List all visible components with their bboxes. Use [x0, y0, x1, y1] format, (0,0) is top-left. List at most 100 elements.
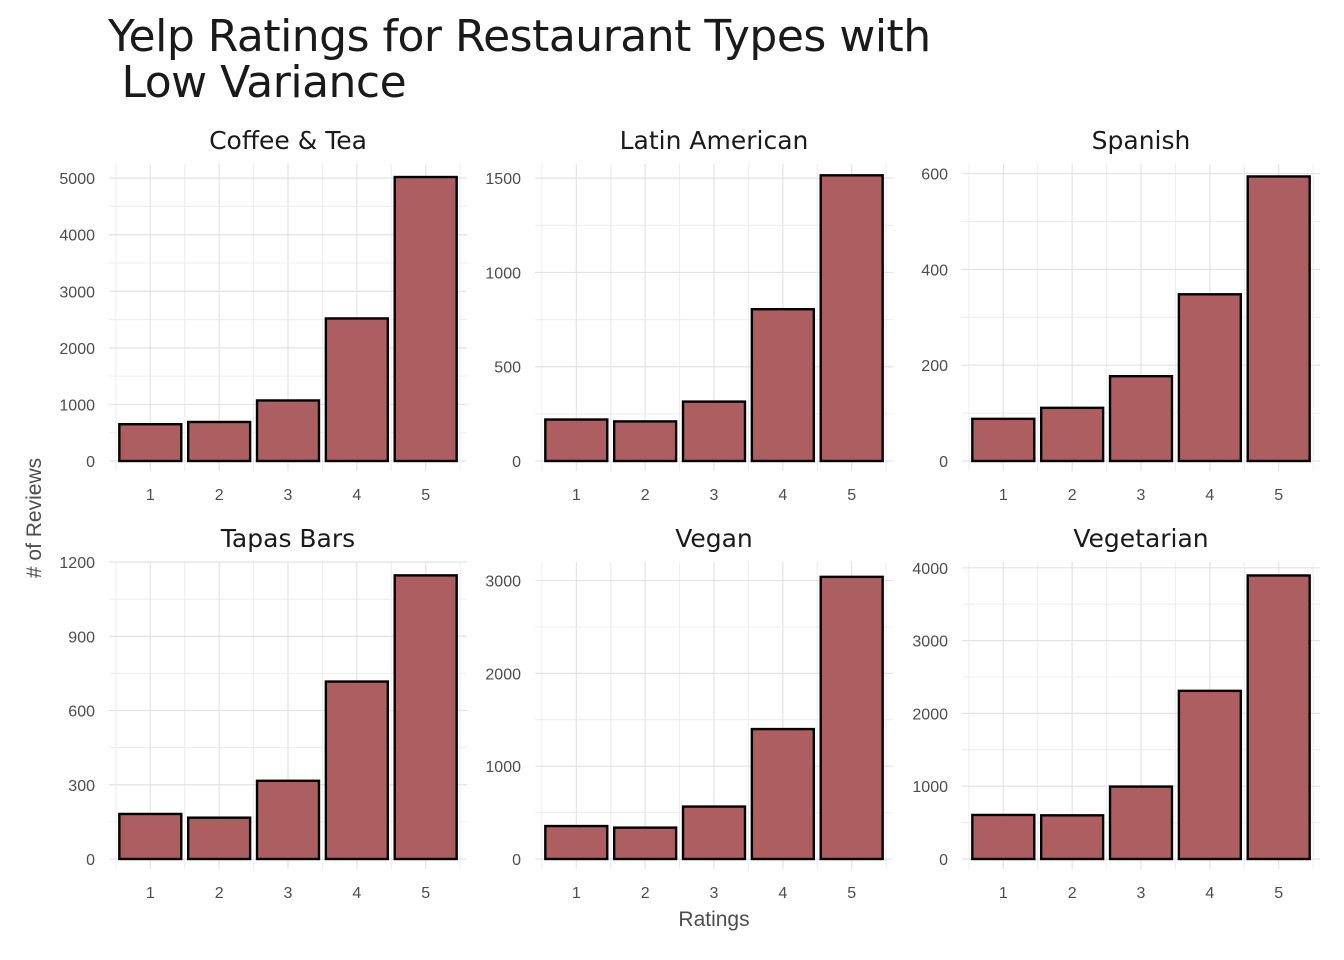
y-tick-label: 2000	[485, 666, 521, 683]
y-tick-label: 4000	[59, 228, 95, 245]
x-tick-label: 5	[1274, 487, 1283, 504]
x-tick-label: 2	[641, 487, 650, 504]
y-tick-label: 0	[86, 454, 95, 471]
facet-panel: 0 500 1000 1500 1 2 3 4 5 Latin American	[485, 126, 893, 504]
x-tick-label: 4	[1205, 487, 1214, 504]
facet-title: Vegan	[675, 524, 753, 553]
x-tick-label: 5	[421, 487, 430, 504]
y-tick-label: 2000	[912, 706, 948, 723]
facet-panel: 0 300 600 900 1200 1 2 3 4 5 Tapas Bars	[59, 524, 467, 902]
x-tick-label: 2	[215, 487, 224, 504]
x-tick-label: 4	[1205, 885, 1214, 902]
bar	[324, 680, 390, 861]
y-tick-label: 300	[68, 778, 95, 795]
bar	[750, 308, 816, 463]
bar	[681, 805, 747, 861]
x-tick-label: 1	[146, 487, 155, 504]
y-tick-label: 1000	[59, 397, 95, 414]
facet-title: Latin American	[620, 126, 809, 155]
y-tick-label: 5000	[59, 171, 95, 188]
y-tick-label: 200	[921, 358, 948, 375]
x-tick-label: 4	[352, 487, 361, 504]
bar	[971, 813, 1036, 861]
bar	[971, 417, 1036, 463]
bar	[750, 727, 816, 861]
x-tick-label: 3	[1137, 487, 1146, 504]
y-tick-label: 3000	[59, 284, 95, 301]
y-tick-label: 1000	[912, 779, 948, 796]
y-tick-label: 4000	[912, 561, 948, 578]
x-tick-label: 1	[572, 487, 581, 504]
y-tick-label: 0	[512, 852, 521, 869]
bar	[118, 812, 183, 861]
x-tick-label: 5	[1274, 885, 1283, 902]
x-tick-label: 1	[999, 487, 1008, 504]
bar	[819, 174, 884, 463]
x-tick-label: 2	[215, 885, 224, 902]
x-tick-label: 2	[1068, 885, 1077, 902]
x-tick-label: 1	[572, 885, 581, 902]
x-tick-label: 4	[778, 487, 787, 504]
bar	[255, 779, 321, 861]
x-tick-label: 3	[710, 885, 719, 902]
x-tick-label: 2	[641, 885, 650, 902]
y-tick-label: 1200	[59, 555, 95, 572]
bar	[393, 175, 458, 463]
y-tick-label: 0	[939, 852, 948, 869]
y-tick-label: 3000	[485, 574, 521, 591]
y-tick-label: 0	[86, 852, 95, 869]
facet-panel: 0 200 400 600 1 2 3 4 5 Spanish	[921, 126, 1320, 504]
facet-title: Vegetarian	[1073, 524, 1208, 553]
facet-panel: 0 1000 2000 3000 4000 1 2 3 4 5 Vegetarian	[912, 524, 1320, 902]
x-tick-label: 5	[421, 885, 430, 902]
y-tick-label: 1000	[485, 759, 521, 776]
x-tick-label: 5	[847, 487, 856, 504]
bar	[1246, 574, 1311, 861]
bar	[544, 418, 609, 463]
x-tick-label: 1	[146, 885, 155, 902]
y-tick-label: 0	[512, 454, 521, 471]
facet-title: Tapas Bars	[220, 524, 355, 553]
y-tick-label: 0	[939, 454, 948, 471]
y-tick-label: 600	[921, 167, 948, 184]
x-tick-label: 4	[778, 885, 787, 902]
y-tick-label: 1500	[485, 171, 521, 188]
x-tick-label: 3	[284, 885, 293, 902]
bar	[612, 826, 678, 861]
x-tick-label: 3	[284, 487, 293, 504]
y-tick-label: 2000	[59, 341, 95, 358]
facet-title: Spanish	[1092, 126, 1191, 155]
bar	[544, 824, 609, 861]
bar	[1177, 689, 1243, 861]
bar	[1039, 814, 1105, 861]
bar	[681, 400, 747, 463]
y-tick-label: 1000	[485, 265, 521, 282]
chart-title: Yelp Ratings for Restaurant Types with L…	[108, 11, 931, 108]
bar	[612, 420, 678, 463]
x-tick-label: 5	[847, 885, 856, 902]
bar	[118, 423, 183, 463]
bar	[393, 574, 458, 861]
facet-panel: 0 1000 2000 3000 4000 5000 1 2 3 4 5 Coffee & Tea	[59, 126, 467, 504]
facet-panel: 0 1000 2000 3000 1 2 3 4 5 Vegan	[485, 524, 893, 902]
bar	[1039, 406, 1105, 463]
bar	[1108, 785, 1174, 861]
y-tick-label: 400	[921, 262, 948, 279]
bar	[1108, 375, 1174, 463]
bar	[1246, 175, 1311, 463]
bar	[186, 816, 252, 861]
y-tick-label: 600	[68, 704, 95, 721]
bar	[324, 317, 390, 463]
bar	[186, 420, 252, 463]
y-tick-label: 500	[494, 360, 521, 377]
x-axis-label: Ratings	[678, 908, 750, 931]
facet-title: Coffee & Tea	[209, 126, 367, 155]
x-tick-label: 3	[710, 487, 719, 504]
x-tick-label: 3	[1137, 885, 1146, 902]
x-tick-label: 1	[999, 885, 1008, 902]
y-tick-label: 900	[68, 629, 95, 646]
bar	[819, 575, 884, 861]
bar	[255, 399, 321, 463]
x-tick-label: 2	[1068, 487, 1077, 504]
